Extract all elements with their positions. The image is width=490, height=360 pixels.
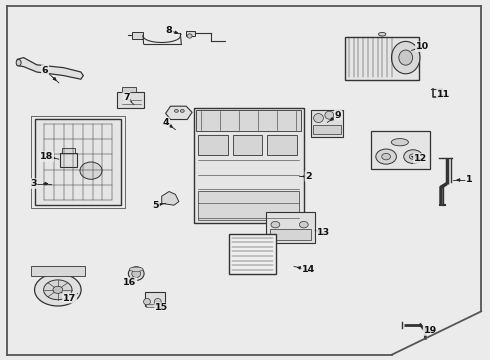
Text: 10: 10 [416, 42, 429, 51]
Text: 4: 4 [162, 118, 169, 127]
Ellipse shape [174, 109, 178, 112]
Text: 11: 11 [437, 90, 450, 99]
Ellipse shape [314, 113, 323, 122]
Bar [270, 229, 311, 240]
Bar [198, 191, 299, 220]
Bar [60, 153, 77, 167]
Ellipse shape [180, 109, 184, 112]
Bar [31, 266, 85, 276]
Text: 12: 12 [414, 154, 427, 163]
Ellipse shape [325, 111, 334, 119]
Text: 2: 2 [305, 172, 312, 181]
Bar [62, 148, 75, 153]
Ellipse shape [80, 162, 102, 179]
Ellipse shape [132, 270, 141, 278]
Ellipse shape [399, 50, 413, 65]
Bar [35, 119, 121, 205]
Text: 16: 16 [123, 278, 137, 287]
Bar [122, 87, 136, 92]
Text: 8: 8 [166, 26, 172, 35]
Bar [266, 212, 315, 243]
Text: 9: 9 [335, 111, 342, 120]
Text: 7: 7 [123, 93, 130, 102]
Ellipse shape [376, 149, 396, 164]
Text: 6: 6 [42, 66, 49, 75]
Bar [132, 32, 143, 39]
Bar [31, 116, 125, 208]
Ellipse shape [378, 32, 386, 36]
Ellipse shape [154, 298, 161, 305]
Text: 3: 3 [30, 179, 37, 188]
Ellipse shape [392, 41, 420, 74]
Ellipse shape [144, 298, 150, 305]
Bar [345, 37, 419, 80]
Text: 13: 13 [317, 228, 330, 237]
Polygon shape [166, 106, 192, 120]
Ellipse shape [410, 154, 417, 159]
Text: 17: 17 [63, 294, 76, 302]
Bar [233, 135, 262, 155]
Ellipse shape [34, 274, 81, 306]
Text: 1: 1 [466, 175, 473, 184]
Polygon shape [162, 192, 179, 205]
Text: 5: 5 [152, 201, 159, 210]
Bar [145, 292, 165, 306]
Polygon shape [17, 58, 83, 79]
Bar [267, 135, 297, 155]
Ellipse shape [128, 267, 144, 280]
Ellipse shape [187, 34, 192, 38]
Ellipse shape [404, 150, 422, 163]
Bar [194, 108, 304, 223]
Bar [146, 304, 166, 307]
Text: 15: 15 [155, 303, 168, 312]
Ellipse shape [129, 267, 143, 271]
Ellipse shape [299, 221, 308, 228]
Ellipse shape [382, 153, 391, 160]
Bar [117, 92, 144, 108]
Bar [229, 234, 276, 274]
Bar [313, 125, 341, 134]
Bar [311, 110, 343, 137]
Ellipse shape [271, 221, 280, 228]
Ellipse shape [44, 280, 72, 300]
Ellipse shape [16, 59, 21, 66]
Text: 14: 14 [302, 266, 316, 274]
Ellipse shape [392, 139, 409, 146]
Bar [186, 31, 195, 36]
Bar [198, 135, 228, 155]
Bar [196, 110, 301, 131]
Ellipse shape [53, 286, 63, 293]
Text: 19: 19 [423, 326, 437, 335]
Bar [371, 131, 430, 169]
Text: 18: 18 [40, 152, 53, 161]
